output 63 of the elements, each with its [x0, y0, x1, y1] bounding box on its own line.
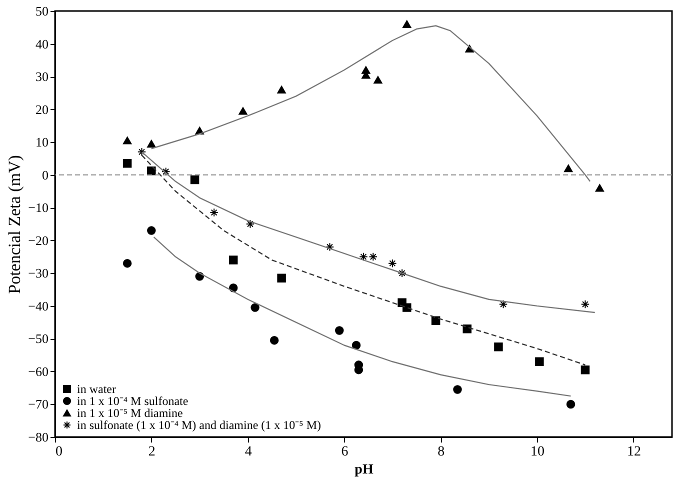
point	[122, 258, 132, 268]
x-tick-label: 8	[438, 444, 445, 460]
y-tick-label: −10	[28, 200, 48, 216]
point	[277, 86, 286, 94]
point	[564, 164, 573, 172]
y-tick-label: 50	[36, 4, 48, 18]
legend-label: in 1 x 10⁻⁴ M sulfonate	[77, 394, 188, 408]
x-tick-label: 12	[626, 444, 641, 460]
point	[494, 342, 503, 352]
x-tick-label: 6	[341, 444, 348, 460]
y-tick-label: 30	[36, 69, 48, 84]
x-axis-title: pH	[354, 462, 374, 478]
point	[498, 300, 508, 309]
point	[277, 274, 286, 282]
legend-label: in 1 x 10⁻⁵ M diamine	[77, 406, 183, 420]
y-tick-label: −70	[28, 396, 48, 412]
point	[335, 326, 344, 335]
point	[359, 252, 368, 262]
y-tick-label: −60	[28, 364, 48, 379]
point	[122, 159, 132, 168]
legend-label: in sulfonate (1 x 10⁻⁴ M) and diamine (1 x 10⁻⁵ M)	[77, 418, 321, 432]
point	[122, 136, 132, 144]
x-tick-label: 0	[56, 444, 62, 460]
point	[580, 365, 590, 374]
point	[228, 256, 238, 264]
y-tick-label: 0	[42, 167, 48, 182]
y-tick-label: −40	[28, 298, 48, 314]
point	[238, 107, 248, 115]
point	[402, 20, 412, 28]
x-tick-label: 10	[530, 444, 545, 460]
legend-label: in water	[77, 382, 116, 396]
x-tick-label: 4	[244, 444, 252, 460]
point	[595, 184, 604, 192]
point	[352, 340, 361, 350]
y-tick-label: −50	[28, 331, 48, 346]
point	[325, 242, 334, 252]
point	[270, 336, 279, 345]
point	[566, 400, 576, 409]
y-tick-label: −20	[28, 232, 48, 248]
point	[580, 300, 590, 309]
point	[147, 140, 156, 148]
point	[190, 175, 200, 184]
point	[368, 252, 378, 262]
point	[147, 226, 156, 235]
x-tick-label: 2	[148, 444, 156, 460]
y-tick-label: 40	[36, 36, 48, 52]
y-tick-label: 10	[36, 134, 48, 150]
line-series	[153, 236, 572, 397]
point	[246, 220, 255, 228]
point	[250, 303, 260, 312]
point	[161, 167, 170, 176]
y-axis-title: Potencial Zeta (mV)	[5, 155, 24, 294]
y-tick-label: −30	[28, 266, 48, 281]
point	[374, 76, 382, 84]
point	[137, 148, 146, 156]
point	[535, 357, 544, 366]
y-tick-label: 20	[36, 102, 48, 117]
point	[453, 385, 462, 394]
point	[398, 268, 406, 278]
line-series	[141, 151, 596, 314]
point	[210, 208, 218, 217]
point	[388, 258, 397, 268]
y-tick-label: −80	[28, 430, 48, 444]
